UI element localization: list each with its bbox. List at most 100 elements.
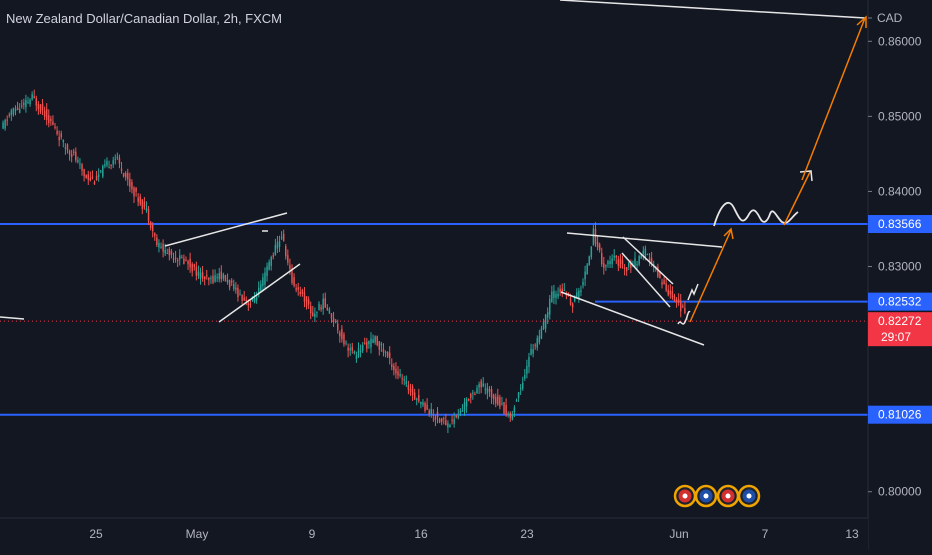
candle-body — [372, 339, 374, 344]
nz-flag-icon[interactable] — [673, 484, 697, 508]
candle-body — [330, 313, 333, 319]
candle-body — [81, 164, 83, 171]
candle-body — [625, 267, 628, 272]
candle-body — [534, 344, 536, 346]
candle-body — [168, 248, 171, 256]
ca-flag-icon[interactable] — [737, 484, 761, 508]
candle-body — [347, 347, 349, 351]
stub-line-left[interactable] — [0, 316, 25, 320]
candle-body — [160, 246, 162, 249]
x-tick-label: 13 — [845, 527, 859, 541]
candle-body — [97, 174, 100, 177]
candle-body — [445, 420, 447, 425]
current-price-badge — [868, 312, 932, 347]
candle-body — [339, 332, 341, 337]
candle-body — [195, 266, 198, 276]
candle-body — [318, 303, 320, 310]
candle-body — [289, 265, 291, 270]
candle-body — [578, 290, 580, 299]
candle-body — [611, 258, 613, 265]
candle-body — [474, 394, 476, 396]
candle-body — [576, 292, 578, 299]
y-tick-label: 0.80000 — [878, 485, 922, 499]
candle-body — [617, 259, 620, 266]
candle-body — [50, 118, 52, 121]
candle-body — [216, 276, 218, 278]
candle-body — [228, 280, 231, 288]
candle-body — [174, 257, 177, 259]
candle-body — [75, 151, 77, 161]
x-tick-label: 25 — [89, 527, 103, 541]
candle-body — [100, 170, 102, 172]
candle-body — [511, 415, 514, 420]
candle-body — [297, 287, 299, 290]
trend-line-top[interactable] — [559, 0, 866, 19]
flag-line-lower[interactable] — [621, 252, 671, 308]
candle-body — [409, 388, 412, 392]
candle-body — [83, 169, 85, 177]
candle-body — [492, 394, 495, 400]
x-tick-label: 7 — [762, 527, 769, 541]
candle-body — [384, 351, 387, 353]
candle-body — [341, 328, 343, 340]
x-tick-label: 16 — [414, 527, 428, 541]
candle-body — [220, 271, 223, 280]
candle-body — [102, 165, 104, 177]
candle-body — [316, 312, 318, 314]
wedge-line-upper[interactable] — [164, 212, 288, 247]
candle-body — [540, 328, 543, 339]
orange-projection-2[interactable] — [783, 171, 811, 226]
orange-projection-3[interactable] — [801, 17, 866, 181]
candle-body — [29, 99, 31, 105]
candle-body — [129, 179, 131, 187]
candle-body — [538, 336, 541, 343]
flag-line-upper[interactable] — [622, 236, 674, 285]
candle-body — [201, 272, 204, 279]
ca-flag-icon[interactable] — [694, 484, 718, 508]
candle-body — [561, 288, 563, 294]
countdown-label: 29:07 — [881, 330, 911, 344]
candle-body — [187, 261, 189, 265]
candle-body — [388, 352, 391, 359]
wedge-line-lower[interactable] — [218, 263, 301, 323]
candle-body — [432, 414, 435, 416]
candle-body — [507, 413, 509, 416]
candle-body — [16, 107, 19, 111]
candle-body — [181, 257, 183, 259]
candle-body — [623, 267, 626, 269]
candle-body — [590, 246, 593, 258]
candle-body — [449, 424, 451, 428]
channel-line-lower[interactable] — [560, 291, 705, 346]
candle-body — [497, 395, 499, 405]
candle-body — [8, 114, 11, 116]
candle-body — [536, 338, 539, 348]
candle-body — [573, 296, 576, 302]
candle-body — [378, 341, 381, 350]
candle-body — [233, 283, 235, 289]
x-tick-label: Jun — [669, 527, 688, 541]
nz-flag-icon[interactable] — [716, 484, 740, 508]
candle-body — [374, 336, 376, 343]
candle-body — [650, 258, 653, 263]
candle-body — [459, 410, 462, 414]
candle-body — [601, 253, 603, 265]
candle-body — [648, 257, 651, 262]
candle-body — [382, 349, 385, 353]
candle-body — [621, 260, 624, 265]
candle-body — [596, 242, 599, 248]
level-price-label: 0.83566 — [878, 217, 922, 231]
candle-body — [212, 275, 214, 283]
candle-body — [282, 233, 285, 241]
channel-line-upper[interactable] — [566, 232, 723, 248]
candle-body — [23, 102, 25, 105]
candle-body — [185, 259, 187, 261]
candle-body — [301, 290, 304, 294]
candle-body — [21, 105, 23, 107]
candle-body — [559, 288, 561, 293]
orange-projection-1[interactable] — [689, 229, 732, 323]
candle-body — [482, 383, 484, 387]
candle-body — [66, 144, 69, 151]
candle-body — [395, 368, 397, 374]
candle-body — [235, 287, 237, 290]
